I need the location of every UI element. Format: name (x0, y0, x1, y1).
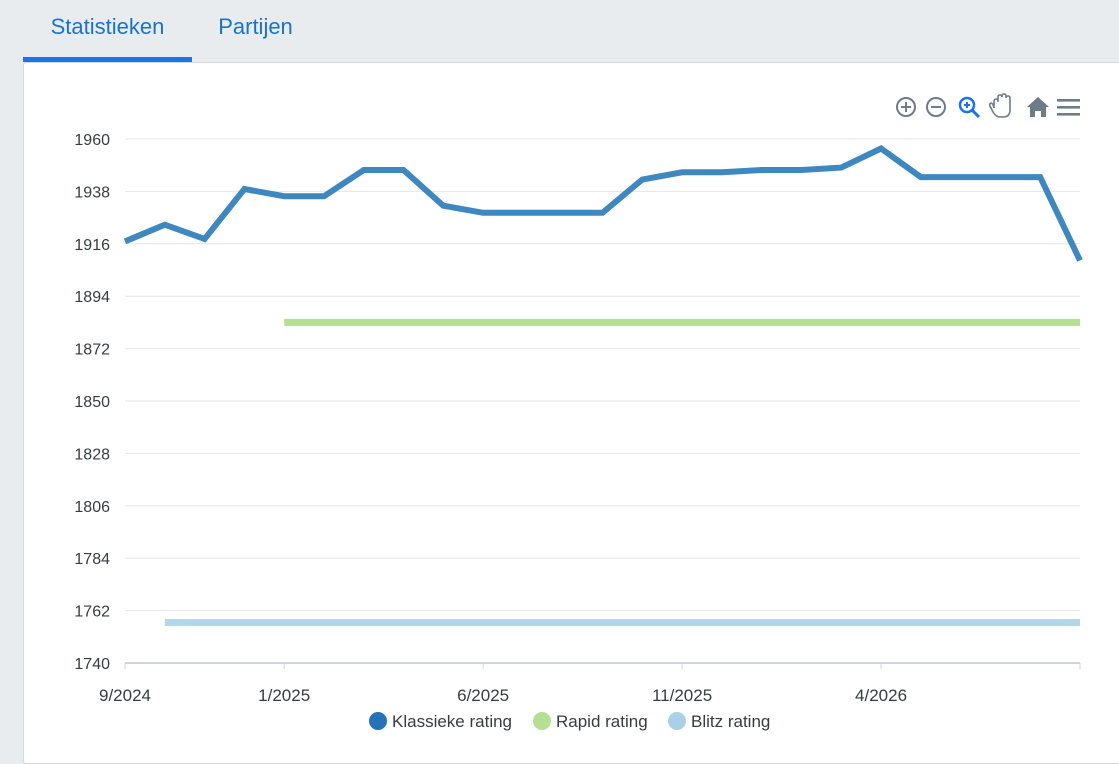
y-tick-label: 1762 (74, 604, 110, 621)
legend-item-rapid[interactable]: Rapid rating (533, 712, 648, 731)
y-tick-label: 1938 (74, 184, 110, 201)
y-tick-label: 1916 (74, 237, 110, 254)
x-axis: 9/2024 1/2025 6/2025 11/2025 4/2026 (99, 663, 1081, 705)
y-tick-label: 1806 (74, 499, 110, 516)
y-axis: 1740 1762 1784 1806 1828 1850 1872 1894 1916 1938… (74, 132, 110, 673)
legend-label-blitz: Blitz rating (691, 712, 770, 731)
zoom-out-icon[interactable] (926, 97, 946, 117)
y-tick-label: 1784 (74, 551, 110, 568)
chart-series (123, 145, 1083, 626)
legend-item-klassiek[interactable]: Klassieke rating (369, 712, 512, 731)
pan-icon[interactable] (988, 93, 1011, 118)
x-tick-label: 11/2025 (652, 686, 712, 705)
legend-item-blitz[interactable]: Blitz rating (668, 712, 770, 731)
legend-marker-blitz (668, 712, 686, 730)
legend-label-rapid: Rapid rating (556, 712, 648, 731)
chart-legend: Klassieke rating Rapid rating Blitz rati… (369, 712, 770, 731)
tab-bar: Statistieken Partijen (23, 0, 1119, 62)
y-tick-label: 1850 (74, 394, 110, 411)
legend-marker-rapid (533, 712, 551, 730)
y-tick-label: 1894 (74, 289, 110, 306)
x-tick-label: 6/2025 (457, 686, 509, 705)
tab-statistieken[interactable]: Statistieken (23, 0, 192, 62)
chart-toolbar (896, 93, 1080, 119)
tab-partijen[interactable]: Partijen (218, 14, 293, 39)
menu-icon[interactable] (1057, 99, 1080, 116)
x-tick-label: 1/2025 (258, 686, 310, 705)
legend-marker-klassiek (369, 712, 387, 730)
series-line-klassiek (123, 145, 1083, 262)
reset-zoom-home-icon[interactable] (1027, 97, 1049, 117)
x-tick-label: 9/2024 (99, 686, 151, 705)
y-tick-label: 1740 (74, 656, 110, 673)
y-tick-label: 1828 (74, 446, 110, 463)
zoom-selection-icon[interactable] (958, 96, 981, 119)
chart-grid (125, 138, 1080, 664)
y-tick-label: 1960 (74, 132, 110, 149)
zoom-in-icon[interactable] (896, 97, 916, 117)
y-tick-label: 1872 (74, 342, 110, 359)
legend-label-klassiek: Klassieke rating (392, 712, 512, 731)
x-tick-label: 4/2026 (855, 686, 907, 705)
